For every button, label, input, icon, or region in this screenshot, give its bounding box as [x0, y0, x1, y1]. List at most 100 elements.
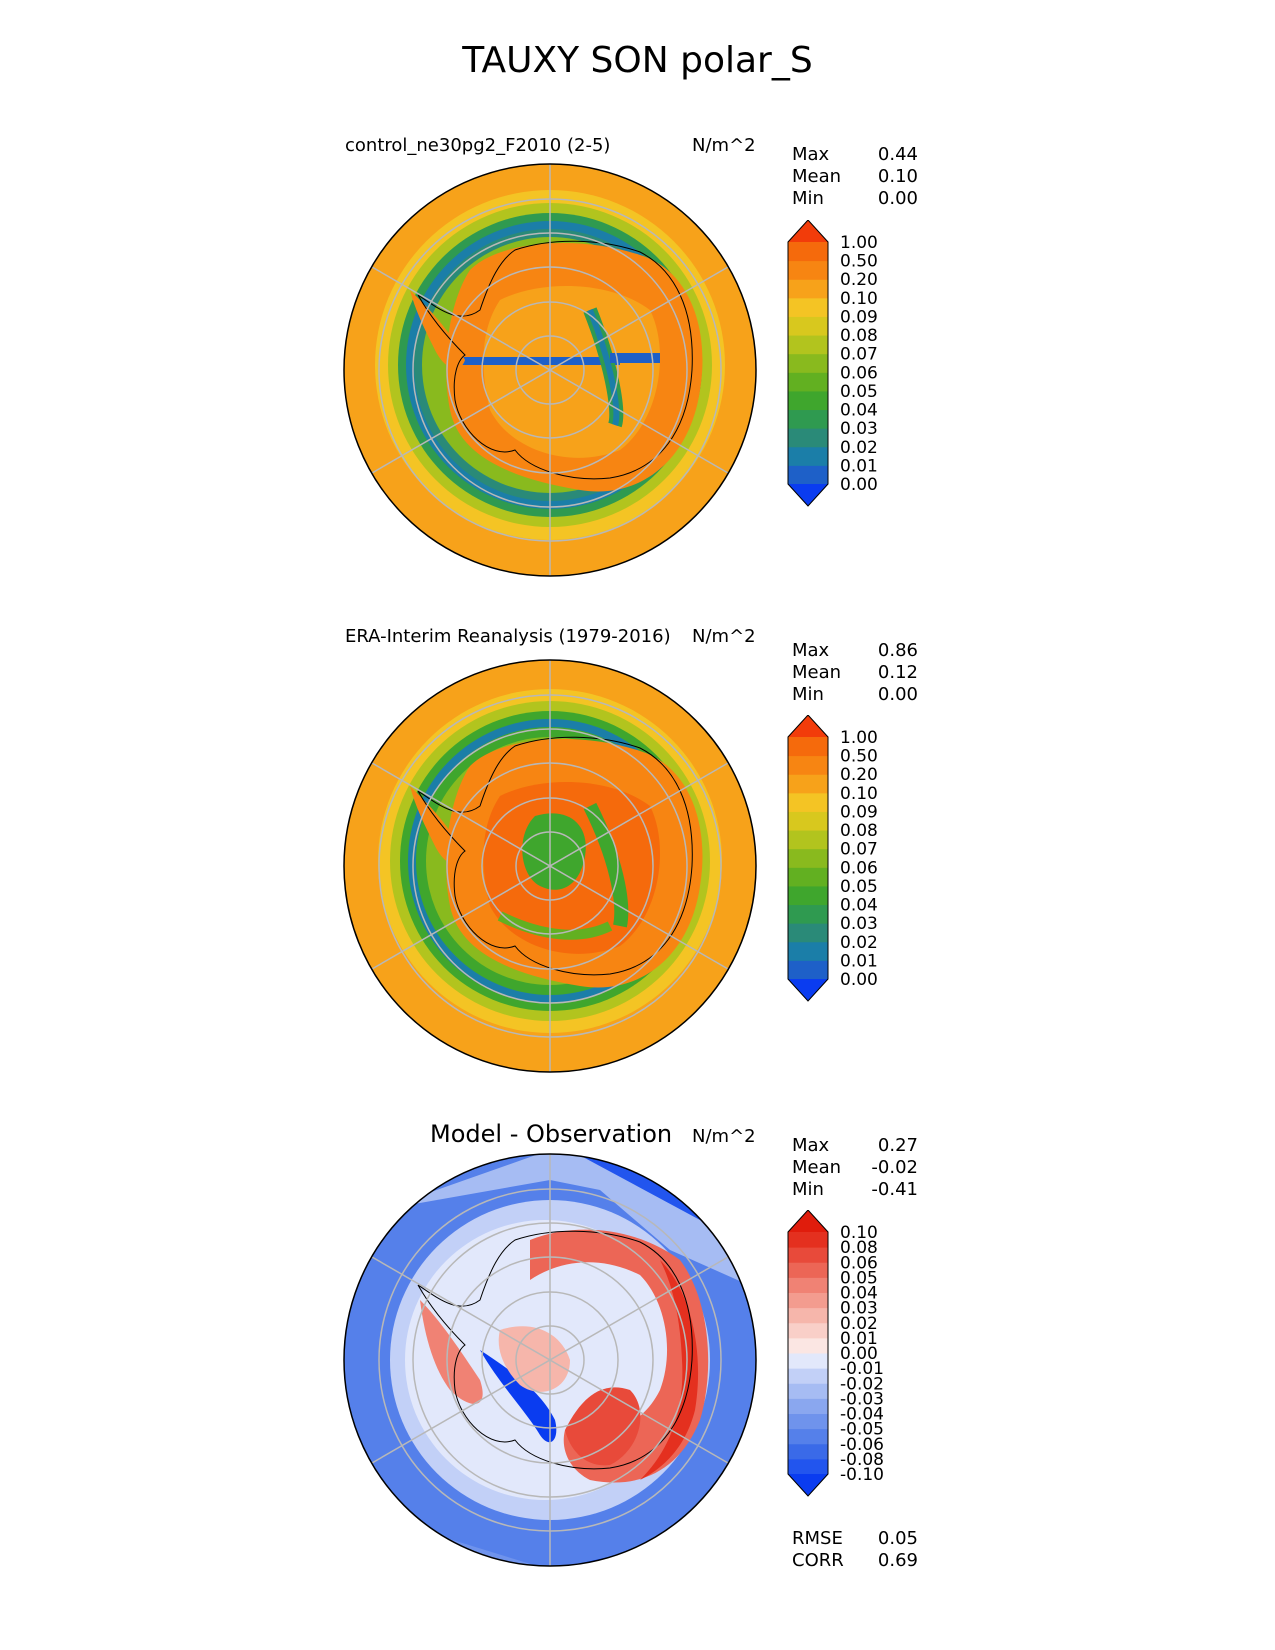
panel-1-stats: Max 0.44 Mean 0.10 Min 0.00: [792, 144, 918, 210]
colorbar-tick-label: 0.06: [840, 363, 878, 383]
colorbar-tick-label: 0.01: [840, 1329, 878, 1349]
colorbar-extend-max: [788, 715, 828, 737]
colorbar-tick-label: 0.02: [840, 933, 878, 953]
colorbar-tick-label: 0.03: [840, 419, 878, 439]
colorbar-segment: [788, 1398, 828, 1414]
colorbar-tick-label: 0.08: [840, 1238, 878, 1258]
colorbar-segment: [788, 465, 828, 485]
colorbar-segment: [788, 372, 828, 392]
panel-1-title: control_ne30pg2_F2010 (2-5): [345, 135, 611, 156]
colorbar-segment: [788, 1383, 828, 1399]
colorbar-segment: [788, 242, 828, 262]
colorbar-segment: [788, 1322, 828, 1339]
colorbar-segment: [788, 1262, 828, 1278]
colorbar-segment: [788, 1458, 828, 1475]
colorbar-tick-label: -0.06: [840, 1435, 884, 1455]
colorbar-tick-label: 0.20: [840, 270, 878, 290]
colorbar-tick-label: 0.20: [840, 765, 878, 785]
colorbar-tick-label: 0.00: [840, 475, 878, 495]
colorbar-tick-label: -0.02: [840, 1374, 884, 1394]
colorbar-tick-label: 0.02: [840, 1314, 878, 1334]
colorbar-tick-label: 0.07: [840, 345, 878, 365]
colorbar-tick-label: 0.01: [840, 951, 878, 971]
panel-2-colorbar: 0.000.010.020.030.040.050.060.070.080.09…: [787, 715, 878, 1002]
panel-3-colorbar: -0.10-0.08-0.06-0.05-0.04-0.03-0.02-0.01…: [787, 1210, 884, 1497]
colorbar-tick-label: 0.04: [840, 401, 878, 421]
stat-row-max: Max 0.27: [792, 1135, 918, 1156]
colorbar-segment: [788, 1277, 828, 1293]
panel-1-polar-map: [343, 163, 757, 577]
colorbar-segment: [788, 885, 828, 906]
stat-row-max: Max 0.44: [792, 144, 918, 165]
colorbar-tick-label: 0.02: [840, 438, 878, 458]
stat-row-min: Min 0.00: [792, 684, 918, 705]
panel-3-units: N/m^2: [692, 1126, 756, 1147]
colorbar-tick-label: 0.05: [840, 1268, 878, 1288]
colorbar-segment: [788, 755, 828, 775]
stat-row-min: Min 0.00: [792, 188, 918, 209]
colorbar-tick-label: -0.04: [840, 1405, 884, 1425]
colorbar-segment: [788, 1307, 828, 1324]
colorbar-tick-label: -0.01: [840, 1359, 884, 1379]
colorbar-tick-label: 0.06: [840, 858, 878, 878]
colorbar-extend-min: [788, 1474, 828, 1496]
panel-3-title: Model - Observation: [430, 1120, 673, 1148]
colorbar-tick-label: 0.10: [840, 289, 878, 309]
colorbar-tick-label: -0.10: [840, 1465, 884, 1485]
panel-2-polar-map: [343, 659, 757, 1073]
colorbar-segment: [788, 279, 828, 299]
colorbar-segment: [788, 1368, 828, 1384]
colorbar-extend-min: [788, 484, 828, 506]
colorbar-extend-max: [788, 1210, 828, 1232]
colorbar-tick-label: 0.01: [840, 456, 878, 476]
colorbar-segment: [788, 960, 828, 980]
colorbar-segment: [788, 1353, 828, 1369]
colorbar-tick-label: 0.04: [840, 896, 878, 916]
colorbar-tick-label: 0.08: [840, 821, 878, 841]
colorbar-segment: [788, 353, 828, 373]
colorbar-segment: [788, 811, 828, 831]
colorbar-segment: [788, 1292, 828, 1309]
colorbar-tick-label: 0.10: [840, 784, 878, 804]
stat-row-min: Min -0.41: [792, 1179, 918, 1200]
colorbar-segment: [788, 316, 828, 336]
colorbar-segment: [788, 941, 828, 961]
figure-title: TAUXY SON polar_S: [462, 40, 813, 81]
colorbar-segment: [788, 335, 828, 355]
panel-2-units: N/m^2: [692, 626, 756, 647]
stat-row-mean: Mean 0.10: [792, 166, 918, 187]
colorbar-segment: [788, 1428, 828, 1445]
colorbar-tick-label: 0.03: [840, 1299, 878, 1319]
colorbar-segment: [788, 848, 828, 868]
colorbar-tick-label: 0.00: [840, 1344, 878, 1364]
colorbar-segment: [788, 390, 828, 411]
colorbar-segment: [788, 428, 828, 448]
stat-row-corr: CORR 0.69: [792, 1550, 918, 1571]
colorbar-segment: [788, 1232, 828, 1248]
colorbar-segment: [788, 1247, 828, 1263]
colorbar-tick-label: -0.05: [840, 1420, 884, 1440]
panel-1-colorbar: 0.000.010.020.030.040.050.060.070.080.09…: [787, 220, 878, 507]
colorbar-extend-max: [788, 220, 828, 242]
colorbar-tick-label: -0.03: [840, 1389, 884, 1409]
colorbar-tick-label: 0.04: [840, 1284, 878, 1304]
colorbar-tick-label: 0.09: [840, 802, 878, 822]
panel-2-title: ERA-Interim Reanalysis (1979-2016): [345, 626, 671, 647]
colorbar-tick-label: 0.07: [840, 840, 878, 860]
colorbar-segment: [788, 867, 828, 887]
colorbar-tick-label: 0.09: [840, 307, 878, 327]
colorbar-segment: [788, 774, 828, 794]
colorbar-segment: [788, 260, 828, 280]
colorbar-tick-label: 0.05: [840, 382, 878, 402]
colorbar-extend-min: [788, 979, 828, 1001]
panel-3-bottom-stats: RMSE 0.05 CORR 0.69: [792, 1528, 918, 1572]
stat-row-rmse: RMSE 0.05: [792, 1528, 918, 1549]
colorbar-tick-label: 0.06: [840, 1253, 878, 1273]
panel-2-stats: Max 0.86 Mean 0.12 Min 0.00: [792, 640, 918, 706]
colorbar-segment: [788, 904, 828, 924]
colorbar-tick-label: 1.00: [840, 728, 878, 748]
colorbar-tick-label: 0.05: [840, 877, 878, 897]
colorbar-tick-label: 0.50: [840, 747, 878, 767]
colorbar-segment: [788, 446, 828, 466]
colorbar-segment: [788, 409, 828, 429]
